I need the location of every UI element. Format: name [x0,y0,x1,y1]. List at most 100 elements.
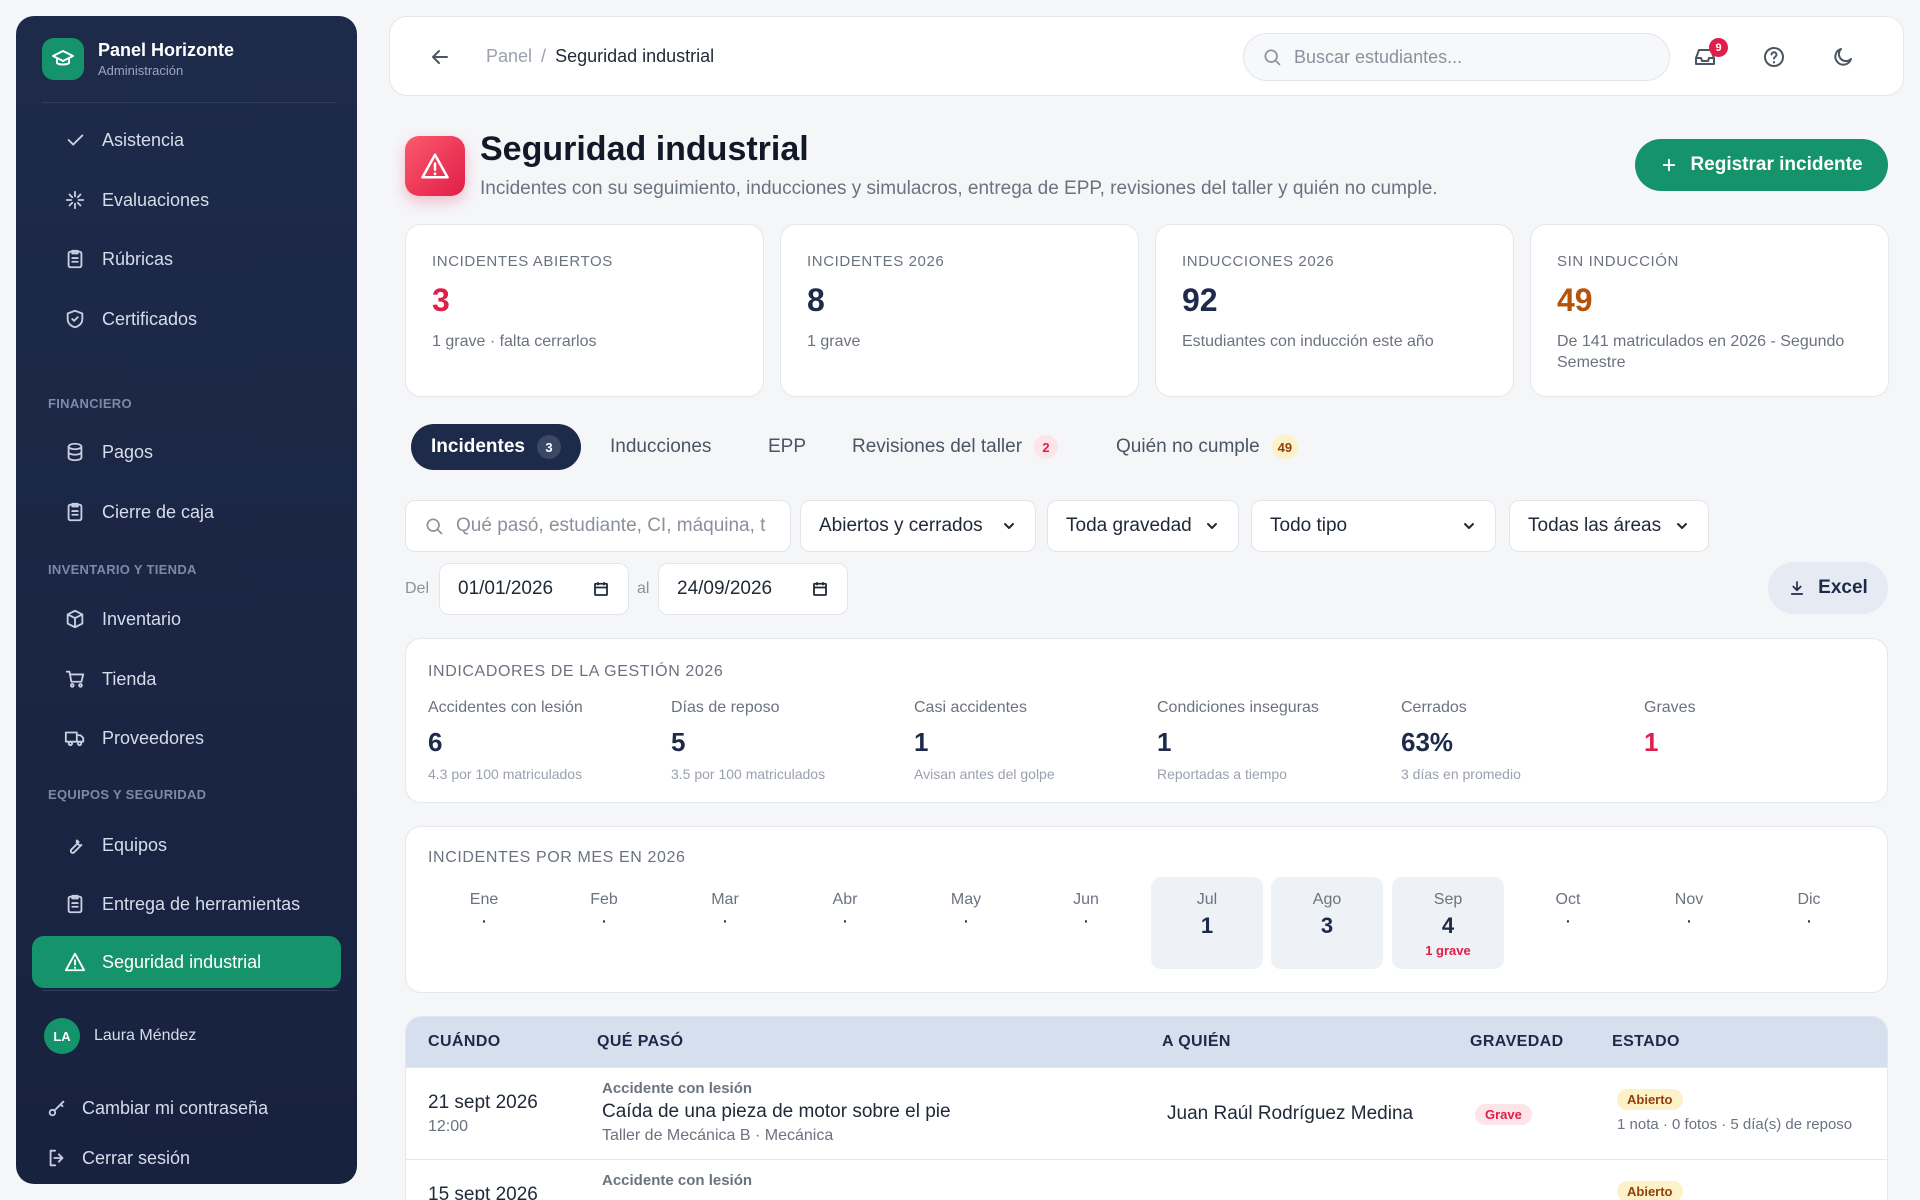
tab-label: Inducciones [610,436,712,457]
status-badge: Abierto [1617,1089,1683,1110]
stat-note: De 141 matriculados en 2026 - Segundo Se… [1557,333,1845,371]
sidebar-item-proveedores[interactable]: Proveedores [32,712,341,764]
indicator-label: Accidentes con lesión [428,699,583,716]
month-cell[interactable]: Abr · [789,877,901,969]
export-excel-button[interactable]: Excel [1768,562,1888,614]
sidebar-item-label: Certificados [102,308,198,329]
topbar: Panel / Seguridad industrial 9 [389,16,1904,96]
column-header[interactable]: ESTADO [1612,1033,1680,1050]
type-select[interactable]: Todo tipo [1251,500,1496,552]
tab-label: Quién no cumple [1116,436,1260,457]
column-header[interactable]: GRAVEDAD [1470,1033,1564,1050]
sidebar-item-evaluaciones[interactable]: Evaluaciones [32,174,341,226]
sidebar-item-rubricas[interactable]: Rúbricas [32,233,341,285]
logout-icon [49,1149,64,1167]
column-header[interactable]: QUÉ PASÓ [597,1033,684,1050]
logout-label: Cerrar sesión [82,1147,191,1168]
sidebar-item-seguridad-industrial[interactable]: Seguridad industrial [32,936,341,988]
sidebar-item-pagos[interactable]: Pagos [32,426,341,478]
date-to-input[interactable]: 24/09/2026 [658,563,848,615]
incident-search[interactable]: Qué pasó, estudiante, CI, máquina, t [405,500,791,552]
date-from-input[interactable]: 01/01/2026 [439,563,629,615]
stat-label: INDUCCIONES 2026 [1182,253,1335,270]
user-profile[interactable]: LA Laura Méndez [44,1018,196,1054]
change-password-link[interactable]: Cambiar mi contraseña [46,1097,268,1119]
incident-area: Taller de Mecánica B · Mecánica [602,1127,834,1144]
month-cell[interactable]: Jun · [1030,877,1142,969]
help-button[interactable] [1759,42,1789,72]
month-cell[interactable]: Jul 1 [1151,877,1263,969]
breadcrumb-parent[interactable]: Panel [486,46,533,66]
arrow-left-icon [432,50,448,64]
calendar-icon [813,582,827,596]
tab-incidentes[interactable]: Incidentes 3 [411,424,581,470]
indicator-note: 3 días en promedio [1401,766,1521,782]
sidebar-item-inventario[interactable]: Inventario [32,593,341,645]
tab-inducciones[interactable]: Inducciones [610,424,711,470]
logout-link[interactable]: Cerrar sesión [46,1147,190,1169]
month-cell[interactable]: Sep 4 1 grave [1392,877,1504,969]
stat-label: INCIDENTES 2026 [807,253,945,270]
sidebar-item-cierre-de-caja[interactable]: Cierre de caja [32,486,341,538]
month-cell[interactable]: Mar · [669,877,781,969]
indicator-value: 1 [1157,727,1172,757]
brand[interactable]: Panel Horizonte Administración [42,38,234,80]
search-icon [426,518,443,535]
month-cell[interactable]: May · [910,877,1022,969]
register-incident-button[interactable]: Registrar incidente [1635,139,1888,191]
month-cell[interactable]: Ago 3 [1271,877,1383,969]
incident-description: Caída de una pieza de motor sobre el pie [602,1101,951,1122]
area-select[interactable]: Todas las áreas [1509,500,1709,552]
breadcrumb-separator: / [541,46,547,66]
stat-card-incidents-year: INCIDENTES 2026 8 1 grave [780,224,1139,397]
stat-note: 1 grave · falta cerrarlos [432,333,597,350]
sidebar-item-label: Rúbricas [102,248,174,269]
user-name: Laura Méndez [94,1027,197,1044]
chevron-down-icon [1677,523,1687,529]
when-cell: 21 sept 2026 12:00 [428,1092,538,1136]
sidebar-item-equipos[interactable]: Equipos [32,819,341,871]
search-input[interactable] [1294,46,1634,68]
status-select[interactable]: Abiertos y cerrados [800,500,1036,552]
month-cell[interactable]: Ene · [428,877,540,969]
severity-select[interactable]: Toda gravedad [1047,500,1239,552]
month-cell[interactable]: Dic · [1753,877,1865,969]
indicator-near-misses: Casi accidentes 1 Avisan antes del golpe [914,699,1055,782]
incident-time: 12:00 [428,1118,469,1135]
month-name: Dic [1797,891,1821,908]
table-row[interactable]: 21 sept 2026 12:00 Accidente con lesión … [406,1067,1887,1159]
month-cell[interactable]: Nov · [1633,877,1745,969]
divider [42,990,337,991]
clipboard-icon [67,502,83,522]
table-row[interactable]: 15 sept 2026 Accidente con lesión Abiert… [406,1159,1887,1200]
indicators-panel: INDICADORES DE LA GESTIÓN 2026 Accidente… [405,638,1888,803]
month-cell[interactable]: Feb · [548,877,660,969]
theme-toggle[interactable] [1828,42,1858,72]
month-cell[interactable]: Oct · [1512,877,1624,969]
sidebar-item-tienda[interactable]: Tienda [32,653,341,705]
column-header[interactable]: CUÁNDO [428,1033,501,1050]
tab-epp[interactable]: EPP [768,424,806,470]
severity-badge: Grave [1475,1104,1532,1125]
back-button[interactable] [428,45,452,74]
incident-search-placeholder: Qué pasó, estudiante, CI, máquina, t [456,515,766,536]
column-header[interactable]: A QUIÉN [1162,1033,1231,1050]
divider [42,102,337,103]
sidebar-item-certificados[interactable]: Certificados [32,293,341,345]
sidebar-item-entrega-de-herramientas[interactable]: Entrega de herramientas [32,878,341,930]
month-name: Jun [1073,891,1099,908]
search-bar[interactable] [1243,33,1670,81]
stat-value: 49 [1557,282,1593,318]
warning-icon [64,952,86,972]
indicator-label: Días de reposo [671,699,780,716]
tab-revisiones-del-taller[interactable]: Revisiones del taller 2 [852,424,1059,470]
incident-person[interactable]: Juan Raúl Rodríguez Medina [1167,1103,1414,1124]
brand-subtitle: Administración [98,63,184,78]
tab-quien-no-cumple[interactable]: Quién no cumple 49 [1116,424,1299,470]
inbox-button[interactable] [1690,42,1720,72]
monthly-title: INCIDENTES POR MES EN 2026 [428,849,686,866]
sidebar-item-asistencia[interactable]: Asistencia [32,114,341,166]
breadcrumb-current: Seguridad industrial [555,46,715,66]
moon-icon [1834,48,1852,66]
month-value: · [721,910,729,932]
